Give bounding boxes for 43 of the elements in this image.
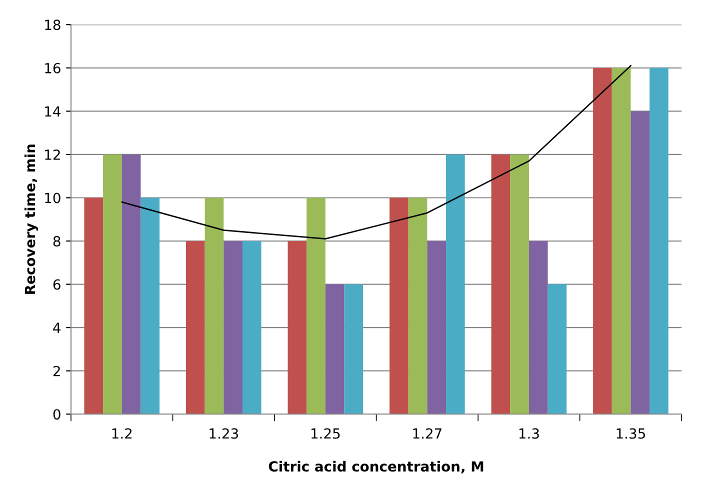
y-tick-label: 8 [53, 236, 60, 246]
y-tick-label: 0 [53, 409, 60, 420]
x-tick-label: 1.25 [311, 428, 340, 439]
bar [344, 284, 364, 414]
bar [140, 198, 160, 414]
bar [528, 241, 548, 414]
bar [446, 154, 465, 414]
bar [650, 68, 668, 414]
bar [593, 68, 612, 414]
y-tick-label: 16 [45, 62, 60, 74]
bar [204, 198, 224, 414]
bar [630, 111, 650, 414]
bar [122, 154, 141, 414]
bar [84, 198, 104, 414]
bar [186, 241, 205, 414]
x-tick-label: 1.35 [616, 428, 645, 439]
y-axis-title: Recovery time, min [24, 144, 38, 294]
y-tick-label: 4 [53, 322, 60, 333]
x-tick-label: 1.3 [519, 428, 539, 439]
bar [510, 154, 529, 414]
bar [390, 198, 408, 414]
x-tick-label: 1.27 [413, 428, 442, 439]
bar [612, 68, 631, 414]
x-axis-title: Citric acid concentration, M [268, 460, 484, 474]
bar [408, 198, 428, 414]
line-series [121, 65, 632, 240]
bar [306, 198, 326, 414]
bar [491, 154, 510, 414]
x-tick-label: 1.2 [112, 428, 132, 439]
y-tick-label: 10 [45, 192, 60, 204]
bar [103, 154, 122, 414]
bar [427, 241, 446, 414]
y-tick-label: 14 [45, 106, 60, 116]
bar [325, 284, 344, 414]
y-tick-label: 6 [53, 279, 60, 290]
bar [224, 241, 242, 414]
bar [548, 284, 567, 414]
y-tick-label: 18 [45, 20, 60, 30]
bar [288, 241, 307, 414]
y-tick-label: 12 [45, 149, 60, 160]
bar [242, 241, 262, 414]
y-tick-label: 2 [53, 366, 60, 376]
x-tick-label: 1.23 [210, 428, 238, 439]
